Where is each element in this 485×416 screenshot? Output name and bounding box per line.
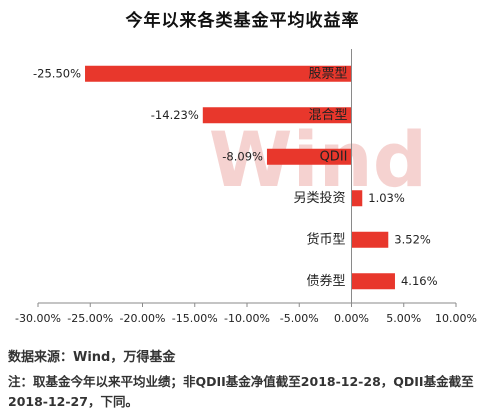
x-tick-label-7: 5.00%	[386, 312, 421, 325]
value-label-4: 3.52%	[394, 232, 431, 246]
x-tick-label-3: -15.00%	[172, 312, 218, 325]
footnote: 注：取基金今年以来平均业绩；非QDII基金净值截至2018-12-28，QDII…	[8, 374, 474, 409]
bar-2	[266, 148, 352, 165]
category-label-5: 债券型	[306, 273, 345, 289]
x-tick-label-5: -5.00%	[280, 312, 319, 325]
category-label-1: 混合型	[308, 108, 347, 123]
bar-4	[351, 231, 389, 248]
bar-1	[202, 107, 352, 124]
category-label-2: QDII	[320, 149, 348, 164]
category-label-4: 货币型	[306, 231, 345, 247]
data-source: 数据来源：Wind，万得基金	[8, 350, 176, 365]
value-label-0: -25.50%	[33, 66, 81, 80]
x-tick-label-4: -10.00%	[224, 312, 270, 325]
bar-5	[351, 273, 395, 290]
bar-3	[351, 190, 363, 207]
x-tick-label-8: 10.00%	[435, 312, 477, 325]
value-label-2: -8.09%	[222, 149, 263, 163]
category-label-3: 另类投资	[293, 190, 345, 206]
chart-title: 今年以来各类基金平均收益率	[125, 11, 360, 31]
category-label-0: 股票型	[308, 66, 347, 81]
bar-0	[85, 65, 352, 82]
value-label-1: -14.23%	[151, 108, 199, 122]
value-label-3: 1.03%	[368, 191, 405, 205]
bar-chart: Wind 股票型-25.50%混合型-14.23%QDII-8.09%另类投资 1…	[15, 49, 477, 325]
x-tick-label-0: -30.00%	[15, 312, 61, 325]
value-label-5: 4.16%	[401, 274, 438, 288]
x-tick-label-6: 0.00%	[334, 312, 369, 325]
x-tick-label-1: -25.00%	[67, 312, 113, 325]
x-tick-label-2: -20.00%	[120, 312, 166, 325]
